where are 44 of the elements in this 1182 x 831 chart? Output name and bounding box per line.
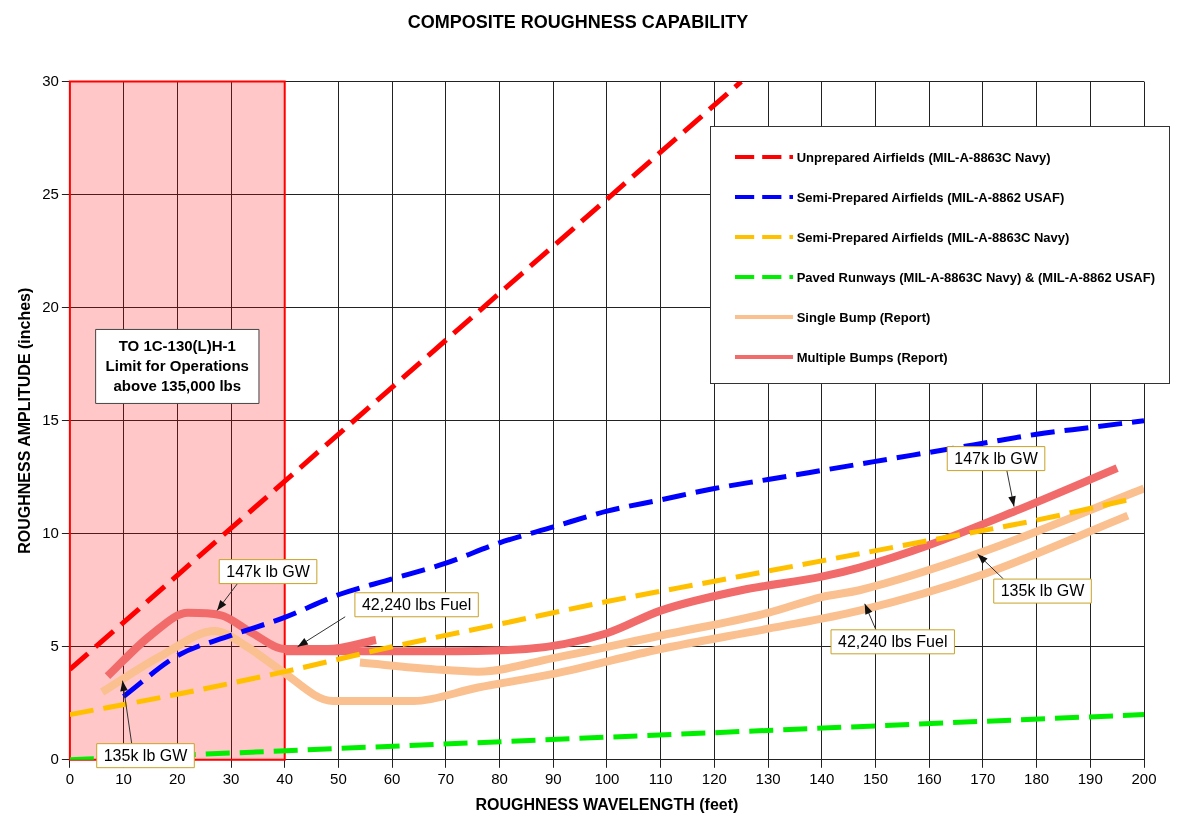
x-tick-label: 100 xyxy=(594,769,620,787)
chart-title: COMPOSITE ROUGHNESS CAPABILITY xyxy=(407,11,749,32)
annotation: 42,240 lbs Fuel xyxy=(838,633,948,651)
x-tick-label: 0 xyxy=(65,769,75,787)
annotation: 42,240 lbs Fuel xyxy=(361,596,472,614)
annotation: 147k lb GW xyxy=(226,563,311,580)
y-tick-label: 30 xyxy=(42,71,59,89)
x-tick-label: 170 xyxy=(970,769,996,787)
annotation: 135k lb GW xyxy=(1000,582,1086,600)
annotation: 147k lb GW xyxy=(954,450,1039,468)
x-tick-label: 180 xyxy=(1024,769,1050,787)
x-tick-label: 140 xyxy=(809,769,835,787)
y-tick-label: 0 xyxy=(50,749,59,767)
x-tick-label: 190 xyxy=(1077,769,1103,787)
legend-label: Unprepared Airfields (MIL-A-8863C Navy) xyxy=(796,149,1051,165)
x-tick-label: 150 xyxy=(862,769,888,787)
legend-label: Single Bump (Report) xyxy=(796,309,931,325)
x-tick-label: 110 xyxy=(648,769,673,787)
legend-label: Semi-Prepared Airfields (MIL-A-8863C Navy) xyxy=(796,229,1070,245)
y-tick-label: 15 xyxy=(42,410,59,428)
y-axis-title: ROUGHNESS AMPLITUDE (inches) xyxy=(16,287,34,554)
x-axis-title: ROUGHNESS WAVELENGTH (feet) xyxy=(475,795,739,813)
legend-label: Paved Runways (MIL-A-8863C Navy) & (MIL-A-8862 USAF) xyxy=(796,269,1155,285)
legend-label: Semi-Prepared Airfields (MIL-A-8862 USAF) xyxy=(796,189,1065,205)
x-tick-label: 10 xyxy=(115,769,132,787)
x-tick-label: 20 xyxy=(168,769,186,787)
x-tick-label: 70 xyxy=(437,769,455,787)
x-tick-label: 130 xyxy=(755,769,781,787)
band-label: TO 1C-130(L)H-1 Limit for Operations above 135,000 lbs xyxy=(105,336,249,394)
x-tick-label: 80 xyxy=(491,769,508,787)
x-tick-label: 50 xyxy=(330,769,347,787)
x-tick-label: 60 xyxy=(383,769,401,787)
y-tick-label: 20 xyxy=(42,297,59,315)
x-tick-label: 120 xyxy=(701,769,727,787)
y-tick-label: 5 xyxy=(50,636,59,654)
x-tick-label: 30 xyxy=(222,769,240,787)
annotation: 135k lb GW xyxy=(103,747,189,765)
y-tick-label: 25 xyxy=(42,184,59,202)
x-tick-label: 200 xyxy=(1131,769,1157,787)
x-tick-label: 90 xyxy=(544,769,562,787)
x-tick-label: 160 xyxy=(916,769,942,787)
legend-label: Multiple Bumps (Report) xyxy=(796,349,948,365)
y-tick-label: 10 xyxy=(42,523,59,541)
x-tick-label: 40 xyxy=(276,769,294,787)
